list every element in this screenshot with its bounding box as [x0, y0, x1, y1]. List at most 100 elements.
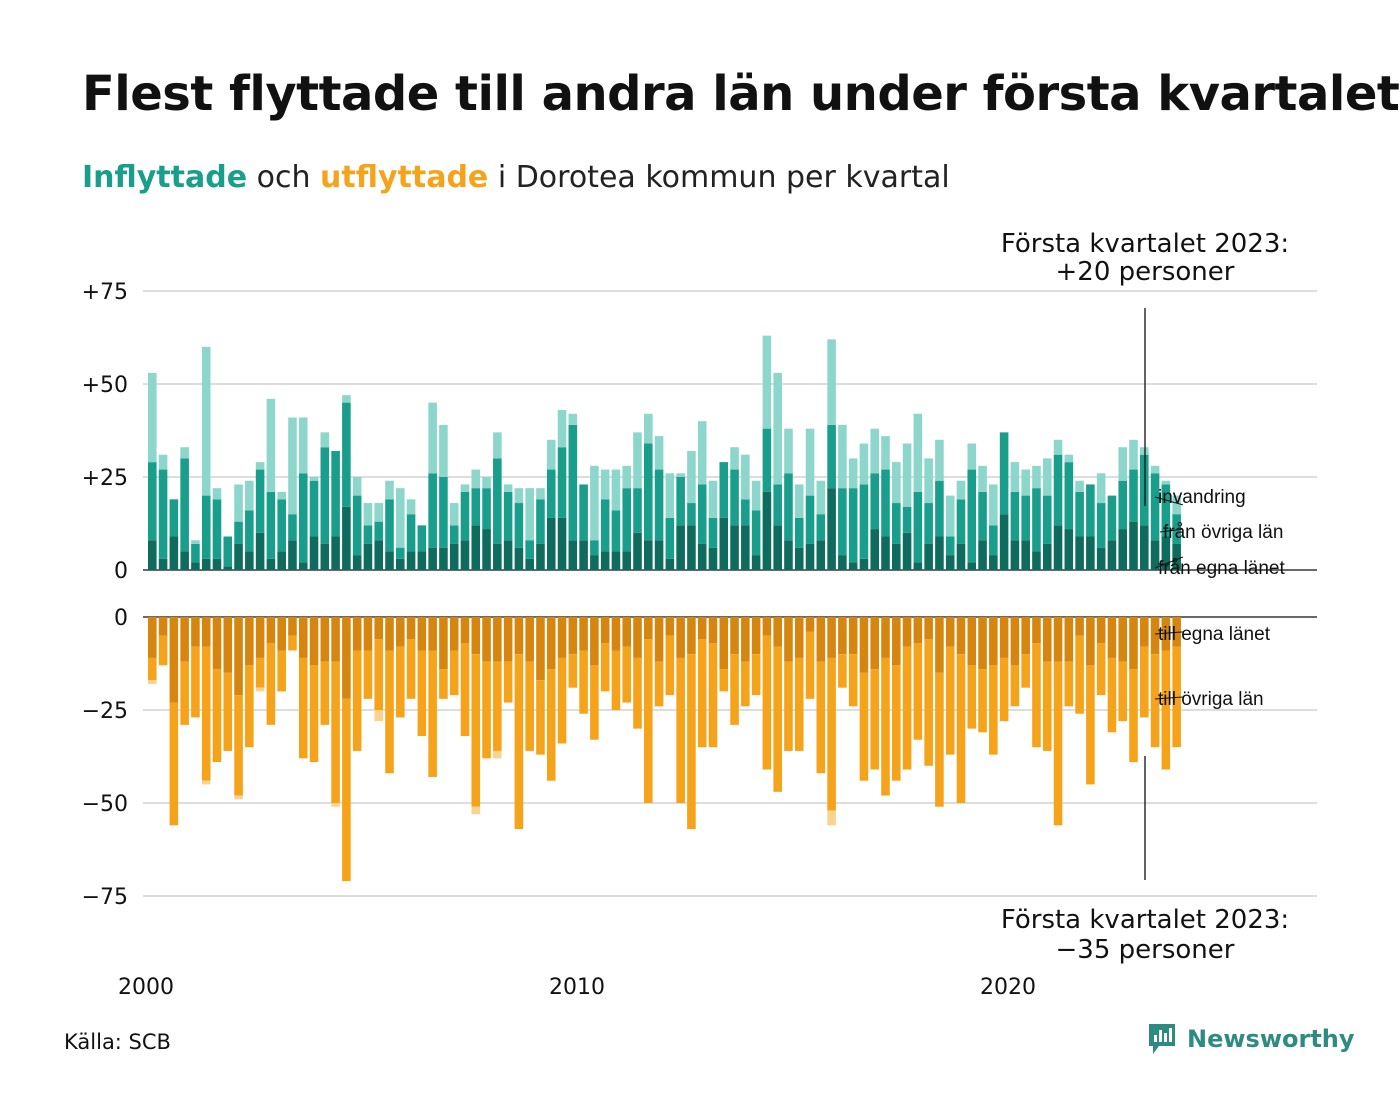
bar-in-egna [245, 551, 254, 570]
bar-out-egna [223, 617, 233, 673]
bar-out-utvandring [374, 710, 384, 722]
bar-in-invandring [676, 473, 685, 477]
bar-out-egna [331, 617, 340, 662]
bar-out-ovriga [633, 657, 642, 729]
bar-in-egna [579, 540, 588, 570]
bar-out-egna [773, 617, 782, 647]
bar-out-utvandring [234, 795, 243, 800]
bar-out-egna [385, 617, 394, 651]
bar-in-invandring [201, 346, 211, 496]
bar-in-ovriga [644, 443, 653, 541]
bar-out-egna [590, 617, 599, 666]
bar-in-invandring [1140, 447, 1149, 455]
bar-out-egna [255, 617, 265, 658]
bar-out-egna [719, 617, 729, 670]
bar-in-egna [223, 566, 233, 570]
bar-out-ovriga [428, 650, 437, 777]
bar-in-ovriga [1096, 503, 1106, 548]
bar-out-egna [212, 617, 222, 670]
bar-in-egna [298, 562, 308, 570]
bar-in-invandring [945, 495, 955, 537]
bar-in-ovriga [751, 510, 761, 556]
bar-in-ovriga [1150, 473, 1160, 541]
bar-in-egna [514, 547, 524, 570]
bar-in-ovriga [201, 495, 211, 559]
bar-out-egna [320, 617, 330, 662]
bar-in-invandring [245, 480, 254, 511]
axes: +75 +50 +25 0 0 −25 −50 −75 2000 2010 2020 [82, 280, 1036, 1000]
bar-out-egna [180, 617, 189, 662]
bar-in-ovriga [924, 503, 933, 544]
bar-in-egna [1129, 521, 1138, 570]
bar-out-egna [827, 617, 836, 658]
bar-in-invandring [525, 488, 534, 541]
bar-in-invandring [730, 447, 739, 470]
bar-in-invandring [1064, 454, 1074, 463]
bar-in-egna [546, 517, 556, 570]
bar-in-ovriga [1161, 484, 1171, 537]
bar-in-egna [471, 525, 481, 570]
bar-in-ovriga [622, 488, 632, 552]
bar-out-egna [234, 617, 243, 696]
bar-out-utvandring [201, 780, 211, 785]
bar-in-egna [1172, 543, 1181, 570]
bar-in-invandring [1021, 469, 1030, 496]
bar-in-invandring [665, 473, 675, 518]
bar-in-ovriga [1107, 495, 1117, 541]
bar-in-ovriga [212, 499, 222, 559]
bar-in-ovriga [794, 517, 804, 548]
bar-in-egna [342, 506, 351, 570]
bar-in-egna [989, 555, 998, 570]
bar-in-egna [999, 514, 1009, 570]
bar-in-egna [1161, 536, 1171, 570]
bar-in-invandring [708, 480, 718, 518]
bar-in-invandring [967, 443, 977, 470]
bar-out-ovriga [600, 643, 610, 692]
bar-out-egna [1021, 617, 1030, 655]
bar-in-ovriga [1172, 514, 1181, 544]
bar-out-egna [352, 617, 362, 651]
bar-in-invandring [1118, 447, 1128, 481]
bar-in-egna [352, 555, 362, 570]
bar-out-ovriga [1021, 654, 1030, 688]
bar-in-invandring [320, 432, 330, 448]
bar-out-ovriga [956, 654, 966, 803]
bar-out-egna [784, 617, 793, 662]
bar-out-ovriga [1086, 665, 1095, 785]
bar-out-egna [169, 617, 179, 703]
bar-in-ovriga [1032, 488, 1041, 552]
utflyttade-bars [148, 617, 1181, 882]
bar-out-ovriga [665, 635, 675, 696]
bar-out-egna [1150, 617, 1160, 655]
bar-in-egna [708, 547, 718, 570]
bar-out-ovriga [546, 669, 556, 781]
bar-out-egna [676, 617, 685, 658]
bar-out-egna [1064, 617, 1074, 662]
bar-out-egna [654, 617, 664, 662]
bar-in-invandring [773, 372, 782, 485]
bar-in-egna [503, 540, 513, 570]
bar-in-invandring [342, 395, 351, 403]
bar-out-ovriga [417, 650, 427, 737]
bar-in-egna [1042, 543, 1052, 570]
bar-in-egna [557, 517, 567, 570]
bar-out-ovriga [1129, 669, 1138, 763]
bar-in-invandring [493, 432, 502, 459]
bar-out-egna [665, 617, 675, 636]
bar-in-invandring [449, 503, 459, 526]
bar-in-invandring [978, 465, 987, 492]
bar-in-invandring [514, 488, 524, 504]
bar-in-egna [741, 525, 750, 570]
bar-in-ovriga [460, 491, 470, 541]
bar-in-egna [277, 551, 286, 570]
bar-out-egna [999, 617, 1009, 658]
bar-in-invandring [460, 484, 470, 492]
bar-out-ovriga [805, 631, 815, 699]
bar-out-egna [1161, 617, 1171, 651]
bar-out-ovriga [169, 702, 179, 826]
bar-in-invandring [255, 462, 265, 470]
bar-out-egna [762, 617, 772, 636]
bar-out-ovriga [794, 657, 804, 751]
subtitle-och: och [256, 160, 311, 195]
bar-out-egna [945, 617, 955, 647]
